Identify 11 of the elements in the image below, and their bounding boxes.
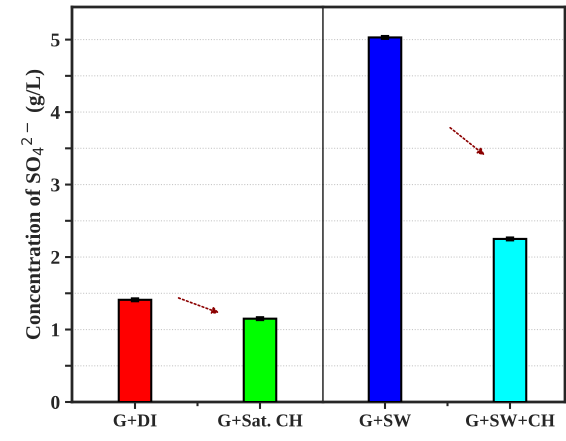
x-tick-label: G+SW [360, 414, 411, 427]
x-tick-label: G+DI [114, 414, 157, 427]
x-tick-label: G+Sat. CH [218, 414, 302, 427]
y-tick-label: 3 [51, 178, 60, 192]
y-tick-label: 1 [52, 323, 60, 336]
y-tick-label: 4 [50, 106, 60, 119]
x-tick-label: G+SW+CH [466, 414, 555, 427]
y-tick-label: 2 [51, 250, 60, 264]
y-tick-label: 0 [51, 396, 60, 409]
y-axis-title: Concentration of SO$_{4}$$^{2−}$ (g/L) [21, 70, 45, 340]
y-tick-label: 5 [51, 34, 60, 47]
